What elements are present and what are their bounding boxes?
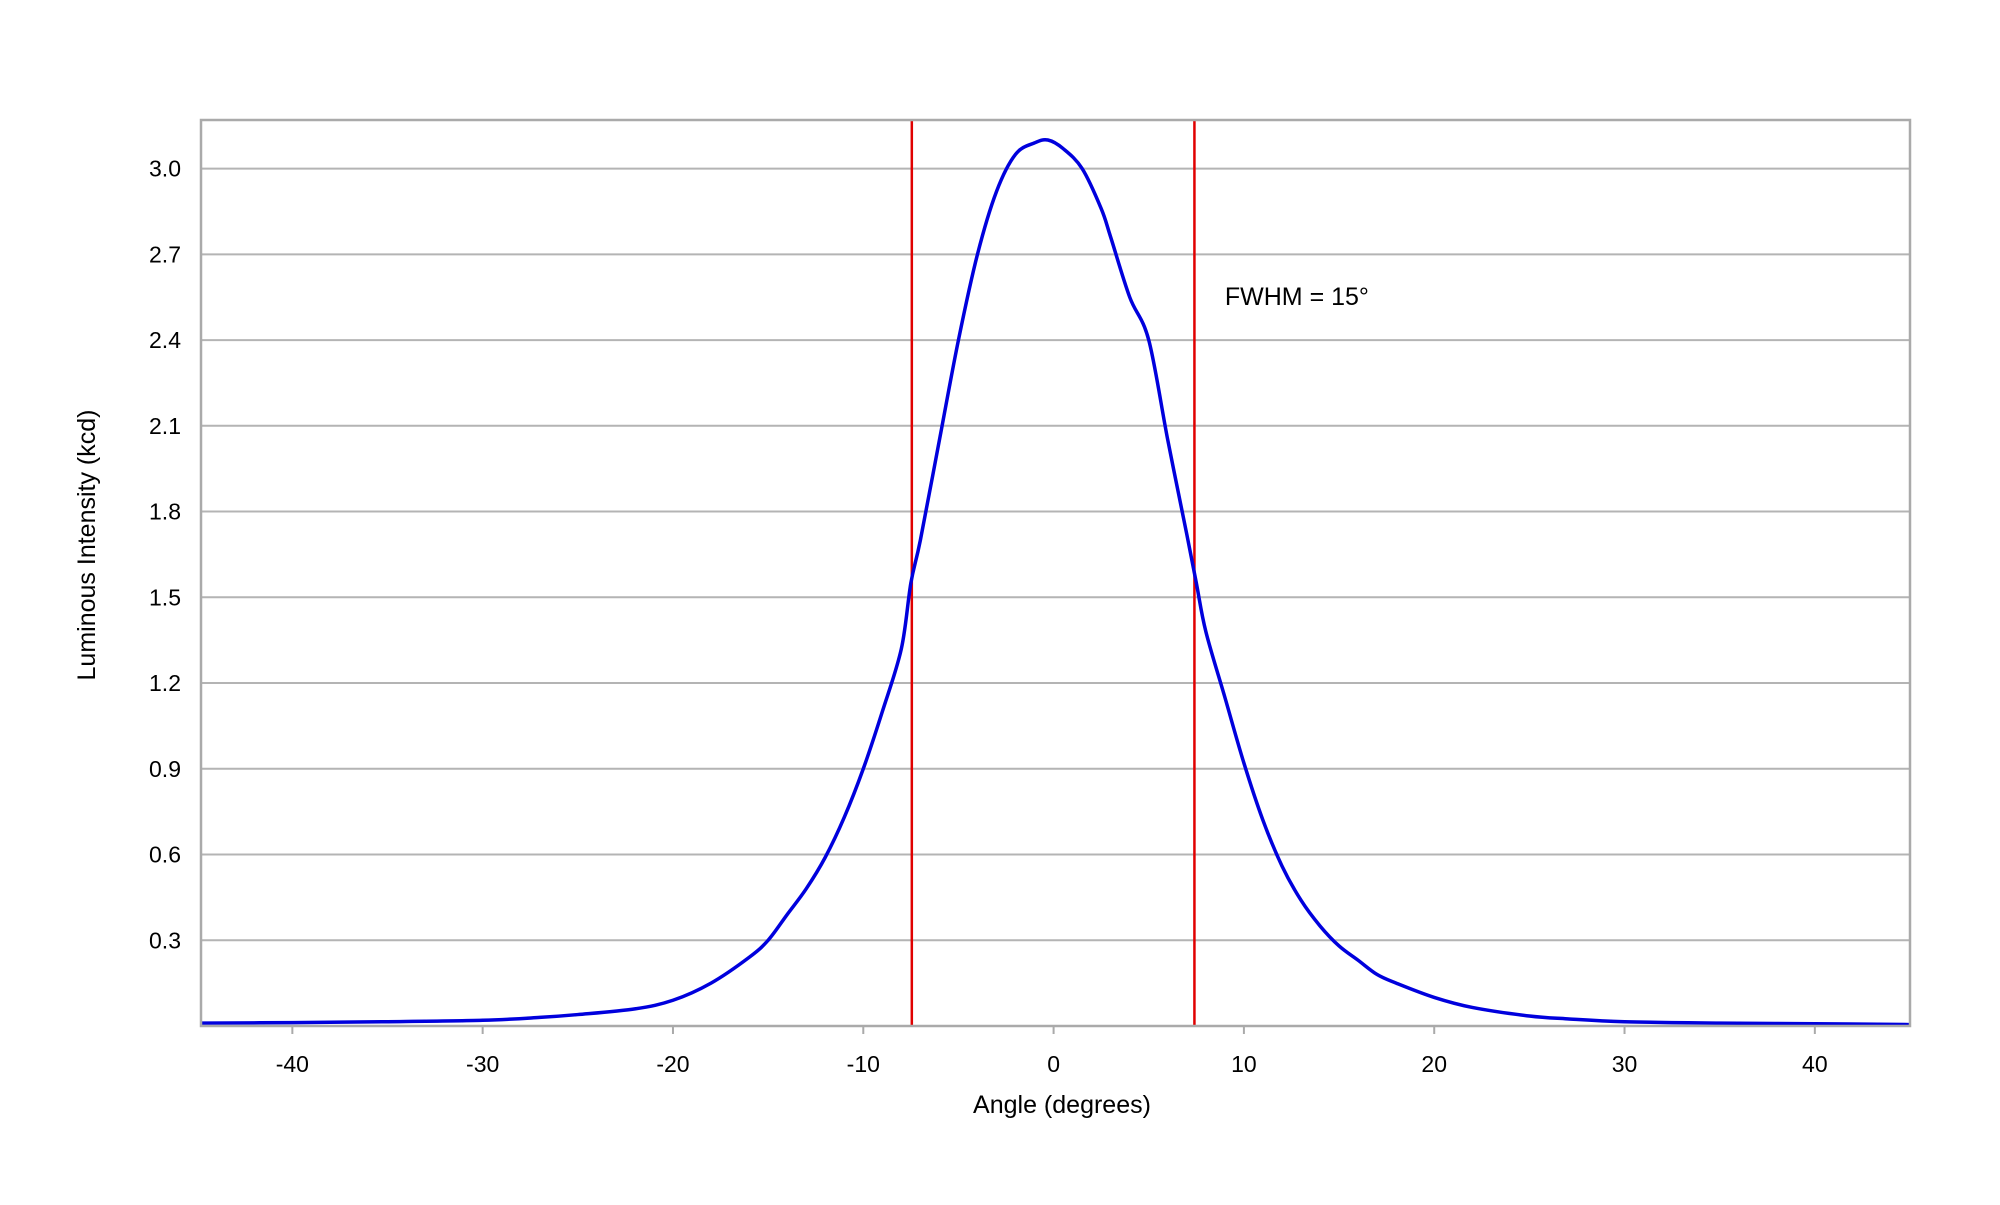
y-tick-label: 0.9 [149, 756, 181, 782]
x-axis-label: Angle (degrees) [973, 1091, 1151, 1119]
x-tick-label: 0 [1047, 1051, 1060, 1077]
x-tick-label: 20 [1421, 1051, 1447, 1077]
y-axis-ticks: 0.3 0.6 0.9 1.2 1.5 1.8 2.1 2.4 2.7 3.0 [149, 156, 181, 954]
x-tick-label: -40 [276, 1051, 309, 1077]
y-tick-label: 2.1 [149, 413, 181, 439]
y-tick-label: 2.7 [149, 241, 181, 267]
fwhm-markers [910, 120, 1196, 1026]
x-tick-label: 30 [1612, 1051, 1638, 1077]
x-tick-label: 40 [1802, 1051, 1828, 1077]
series-line-luminous-intensity [200, 137, 1911, 1027]
x-tick-label: -30 [466, 1051, 499, 1077]
y-tick-label: 1.5 [149, 584, 181, 610]
plot-frame [199, 118, 1912, 1028]
y-tick-label: 0.6 [149, 842, 181, 868]
y-tick-label: 0.3 [149, 927, 181, 953]
x-tick-label: -10 [847, 1051, 880, 1077]
y-tick-label: 3.0 [149, 156, 181, 182]
y-tick-label: 2.4 [149, 327, 181, 353]
grid-lines [201, 167, 1910, 942]
y-tick-label: 1.8 [149, 499, 181, 525]
x-tick-label: 10 [1231, 1051, 1257, 1077]
x-axis-ticks: -40 -30 -20 -10 0 10 20 30 40 [276, 1026, 1828, 1077]
y-tick-label: 1.2 [149, 670, 181, 696]
y-axis-label: Luminous Intensity (kcd) [73, 410, 101, 681]
x-tick-label: -20 [656, 1051, 689, 1077]
fwhm-annotation: FWHM = 15° [1225, 283, 1369, 311]
